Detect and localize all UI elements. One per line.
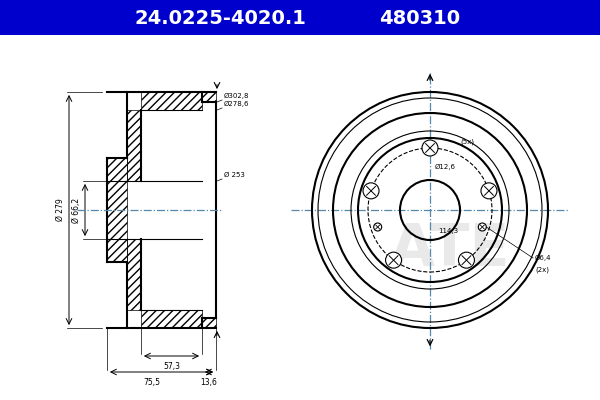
Text: 24.0225-4020.1: 24.0225-4020.1 [134,8,306,28]
Text: 480310: 480310 [379,8,461,28]
Bar [202,318,216,328]
Circle shape [478,223,487,231]
Bar [127,239,141,310]
Text: Ø12,6: Ø12,6 [435,164,456,170]
Text: (5x): (5x) [460,139,474,145]
Text: ATE: ATE [390,222,510,278]
Text: Ø 253: Ø 253 [224,172,245,178]
Bar [141,92,202,110]
Text: 13,6: 13,6 [200,378,217,387]
Circle shape [458,252,475,268]
Text: Ø278,6: Ø278,6 [224,101,250,107]
Bar [0,0,600,35]
Bar [107,158,127,262]
Text: Ø302,8: Ø302,8 [224,93,250,99]
Text: (2x): (2x) [535,267,549,273]
Bar [141,310,202,328]
Text: 57,3: 57,3 [163,362,180,371]
Circle shape [481,183,497,199]
Text: Ø 66,2: Ø 66,2 [72,198,81,222]
Circle shape [386,252,401,268]
Text: 114,3: 114,3 [438,228,458,234]
Circle shape [422,140,438,156]
Circle shape [363,183,379,199]
Text: Ø 279: Ø 279 [56,199,65,221]
Circle shape [374,223,382,231]
Text: 75,5: 75,5 [143,378,160,387]
Bar [127,110,141,181]
Bar [202,92,216,102]
Text: Ø6,4: Ø6,4 [535,255,551,261]
